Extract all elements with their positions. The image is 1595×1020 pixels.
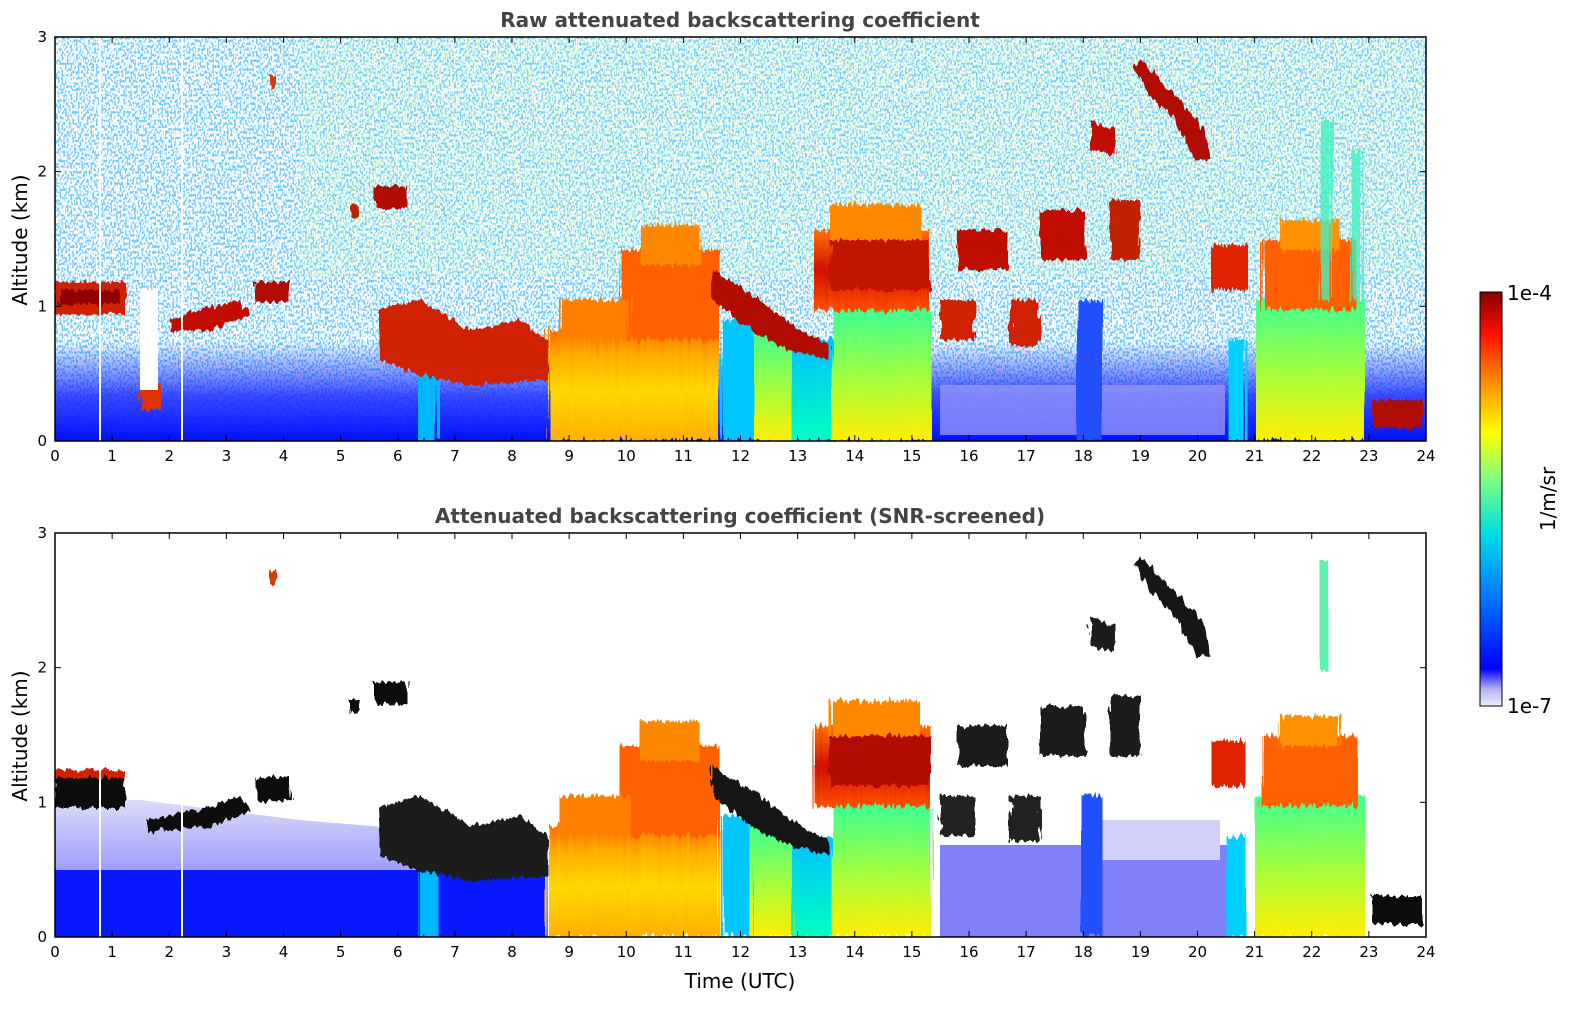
x-tick-label: 6 [393, 943, 403, 961]
x-tick-label: 22 [1302, 447, 1321, 465]
x-tick-label: 5 [336, 447, 346, 465]
x-tick-label: 6 [393, 447, 403, 465]
x-tick-label: 24 [1416, 943, 1435, 961]
raw-y-axis-label: Altitude (km) [8, 174, 32, 305]
x-tick-label: 24 [1416, 447, 1435, 465]
x-tick-label: 14 [845, 447, 864, 465]
screened-y-axis-label: Altitude (km) [8, 670, 32, 801]
x-tick-label: 18 [1074, 447, 1093, 465]
x-tick-label: 19 [1131, 447, 1150, 465]
y-tick-label: 0 [37, 928, 47, 946]
x-tick-label: 15 [902, 447, 921, 465]
x-tick-label: 19 [1131, 943, 1150, 961]
raw-heatmap [55, 37, 1426, 441]
x-tick-label: 13 [788, 447, 807, 465]
raw-panel: Raw attenuated backscattering coefficien… [8, 8, 1436, 465]
x-tick-label: 8 [507, 447, 517, 465]
x-tick-label: 9 [564, 447, 574, 465]
colorbar-min-label: 1e-7 [1507, 694, 1552, 718]
x-tick-label: 11 [674, 943, 693, 961]
x-tick-label: 12 [731, 943, 750, 961]
x-tick-label: 4 [279, 447, 289, 465]
screened-heatmap [55, 533, 1426, 937]
x-tick-label: 7 [450, 447, 460, 465]
x-tick-label: 20 [1188, 943, 1207, 961]
y-tick-label: 3 [37, 524, 47, 542]
x-tick-label: 10 [617, 943, 636, 961]
raw-panel-title: Raw attenuated backscattering coefficien… [500, 8, 980, 32]
x-tick-label: 0 [50, 447, 60, 465]
x-tick-label: 21 [1245, 447, 1264, 465]
screened-panel: Attenuated backscattering coefficient (S… [8, 504, 1436, 993]
x-tick-label: 9 [564, 943, 574, 961]
y-tick-label: 2 [37, 659, 47, 677]
x-tick-label: 13 [788, 943, 807, 961]
x-tick-label: 7 [450, 943, 460, 961]
x-tick-label: 4 [279, 943, 289, 961]
x-tick-label: 0 [50, 943, 60, 961]
x-tick-label: 22 [1302, 943, 1321, 961]
x-tick-label: 17 [1017, 447, 1036, 465]
x-tick-label: 3 [222, 447, 232, 465]
colorbar: 1e-4 1e-7 1/m/sr [1479, 281, 1560, 718]
colorbar-gradient [1479, 291, 1503, 707]
y-tick-label: 2 [37, 163, 47, 181]
x-tick-label: 21 [1245, 943, 1264, 961]
x-tick-label: 16 [959, 447, 978, 465]
screened-axes: 0 1 2 3 4 5 6 7 8 9 10 11 12 13 14 15 16 17 18 19 20 21 22 23 24… [37, 524, 1435, 961]
x-tick-label: 23 [1359, 943, 1378, 961]
x-tick-label: 2 [164, 943, 174, 961]
y-tick-label: 1 [37, 297, 47, 315]
x-tick-label: 15 [902, 943, 921, 961]
x-tick-label: 1 [107, 447, 117, 465]
x-tick-label: 18 [1074, 943, 1093, 961]
x-tick-label: 3 [222, 943, 232, 961]
x-tick-label: 23 [1359, 447, 1378, 465]
x-tick-label: 2 [164, 447, 174, 465]
x-tick-label: 8 [507, 943, 517, 961]
x-tick-label: 14 [845, 943, 864, 961]
y-tick-label: 3 [37, 28, 47, 46]
colorbar-max-label: 1e-4 [1507, 281, 1552, 305]
screened-panel-title: Attenuated backscattering coefficient (S… [435, 504, 1045, 528]
x-tick-label: 12 [731, 447, 750, 465]
x-tick-label: 1 [107, 943, 117, 961]
x-tick-label: 16 [959, 943, 978, 961]
x-axis-label: Time (UTC) [684, 969, 796, 993]
x-tick-label: 5 [336, 943, 346, 961]
x-tick-label: 20 [1188, 447, 1207, 465]
x-tick-label: 17 [1017, 943, 1036, 961]
colorbar-unit-label: 1/m/sr [1536, 466, 1560, 531]
x-tick-label: 11 [674, 447, 693, 465]
x-tick-label: 10 [617, 447, 636, 465]
raw-axes: 0 1 2 3 4 5 6 7 8 9 10 11 12 13 14 15 16 17 18 19 20 21 22 23 24… [37, 28, 1435, 465]
y-tick-label: 0 [37, 432, 47, 450]
y-tick-label: 1 [37, 793, 47, 811]
